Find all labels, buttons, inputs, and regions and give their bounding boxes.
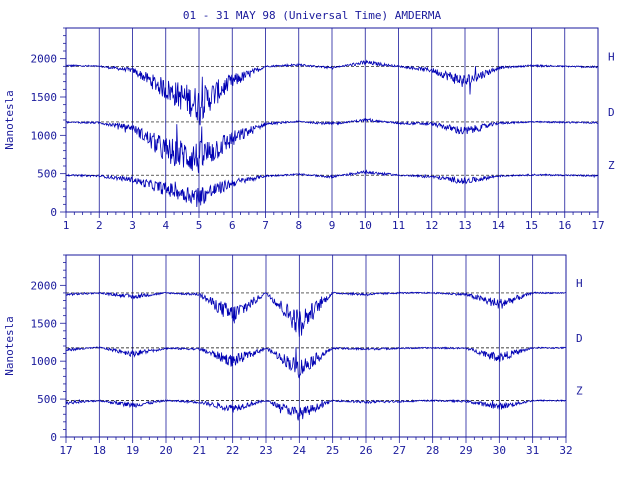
series-label-z: Z xyxy=(608,159,615,172)
x-tick-label: 18 xyxy=(93,444,106,457)
x-tick-label: 1 xyxy=(63,219,70,232)
x-tick-label: 13 xyxy=(458,219,471,232)
x-tick-label: 7 xyxy=(262,219,269,232)
trace-z xyxy=(65,398,567,421)
x-tick-label: 24 xyxy=(293,444,307,457)
y-axis-label: Nanotesla xyxy=(3,316,16,376)
top-panel: 1 2 3 4 5 6 7 8 9 10 11 12 13 14 15 16 17050010001500200… xyxy=(3,27,615,232)
y-tick-label: 1000 xyxy=(31,355,58,368)
x-tick-label: 19 xyxy=(126,444,139,457)
x-tick-label: 29 xyxy=(459,444,472,457)
x-tick-label: 31 xyxy=(526,444,539,457)
x-tick-label: 6 xyxy=(229,219,236,232)
x-tick-label: 12 xyxy=(425,219,438,232)
y-tick-label: 1000 xyxy=(31,129,58,142)
x-tick-label: 17 xyxy=(591,219,604,232)
x-tick-label: 2 xyxy=(96,219,103,232)
y-axis-label: Nanotesla xyxy=(3,90,16,150)
series-label-h: H xyxy=(576,277,583,290)
x-tick-label: 30 xyxy=(493,444,506,457)
x-tick-label: 20 xyxy=(159,444,172,457)
y-tick-label: 2000 xyxy=(31,279,58,292)
y-tick-label: 0 xyxy=(50,431,57,444)
series-label-d: D xyxy=(608,106,615,119)
y-tick-label: 1500 xyxy=(31,317,58,330)
trace-z xyxy=(65,169,599,208)
y-tick-label: 1500 xyxy=(31,91,58,104)
x-tick-label: 11 xyxy=(392,219,405,232)
x-tick-label: 26 xyxy=(359,444,372,457)
trace-d xyxy=(65,346,567,379)
x-tick-label: 32 xyxy=(559,444,572,457)
y-tick-label: 500 xyxy=(37,393,57,406)
x-tick-label: 4 xyxy=(162,219,169,232)
x-tick-label: 3 xyxy=(129,219,136,232)
x-tick-label: 8 xyxy=(295,219,302,232)
series-label-h: H xyxy=(608,50,615,63)
x-tick-label: 23 xyxy=(259,444,272,457)
trace-h xyxy=(65,59,599,126)
x-tick-label: 22 xyxy=(226,444,239,457)
series-label-z: Z xyxy=(576,385,583,398)
x-tick-label: 27 xyxy=(393,444,406,457)
series-label-d: D xyxy=(576,332,583,345)
x-tick-label: 16 xyxy=(558,219,571,232)
x-tick-label: 25 xyxy=(326,444,339,457)
x-tick-label: 5 xyxy=(196,219,203,232)
y-tick-label: 0 xyxy=(50,206,57,219)
bottom-panel: 17 18 19 20 21 22 23 24 25 26 27 28 29 30 31 32 0 500 1000… xyxy=(3,254,583,457)
x-tick-label: 17 xyxy=(59,444,72,457)
trace-d xyxy=(65,117,599,173)
x-tick-label: 14 xyxy=(492,219,506,232)
y-tick-label: 500 xyxy=(37,168,57,181)
x-tick-label: 15 xyxy=(525,219,538,232)
x-tick-label: 10 xyxy=(359,219,372,232)
trace-h xyxy=(65,291,567,337)
x-tick-label: 21 xyxy=(193,444,206,457)
x-tick-label: 9 xyxy=(329,219,336,232)
y-tick-label: 2000 xyxy=(31,53,58,66)
chart-title: 01 - 31 MAY 98 (Universal Time) AMDERMA xyxy=(183,9,442,22)
x-tick-label: 28 xyxy=(426,444,439,457)
